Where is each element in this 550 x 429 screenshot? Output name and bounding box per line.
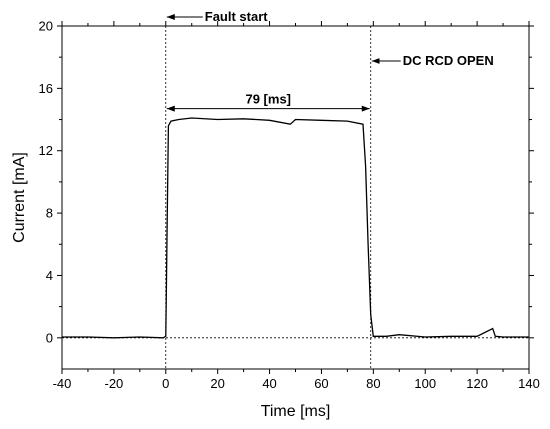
x-tick-label: -40 [53,376,72,391]
y-axis-ticks: 0 4 8 12 16 20 [39,19,534,345]
y-tick-label: 16 [39,81,53,96]
x-tick-label: 140 [518,376,540,391]
x-tick-label: 20 [210,376,224,391]
y-tick-label: 20 [39,19,53,34]
x-axis-ticks: -40 -20 0 20 40 60 80 100 120 140 [53,21,540,391]
rcd-open-label: DC RCD OPEN [403,53,494,68]
annotations: Fault start DC RCD OPEN 79 [ms] [166,9,494,112]
x-tick-label: 80 [366,376,380,391]
y-tick-label: 0 [46,330,53,345]
plot-frame [61,25,530,370]
x-tick-label: 100 [414,376,436,391]
x-tick-label: 120 [466,376,488,391]
y-tick-label: 8 [46,206,53,221]
y-axis-title: Current [mA] [11,152,28,243]
y-tick-label: 4 [46,268,53,283]
x-tick-label: 40 [262,376,276,391]
fault-start-label: Fault start [205,9,269,24]
x-tick-label: 0 [162,376,169,391]
x-tick-label: -20 [104,376,123,391]
x-tick-label: 60 [314,376,328,391]
series-line-current [62,117,529,339]
y-tick-label: 12 [39,143,53,158]
reference-lines [62,26,529,369]
x-axis-title: Time [ms] [261,403,331,420]
duration-label: 79 [ms] [245,92,291,107]
